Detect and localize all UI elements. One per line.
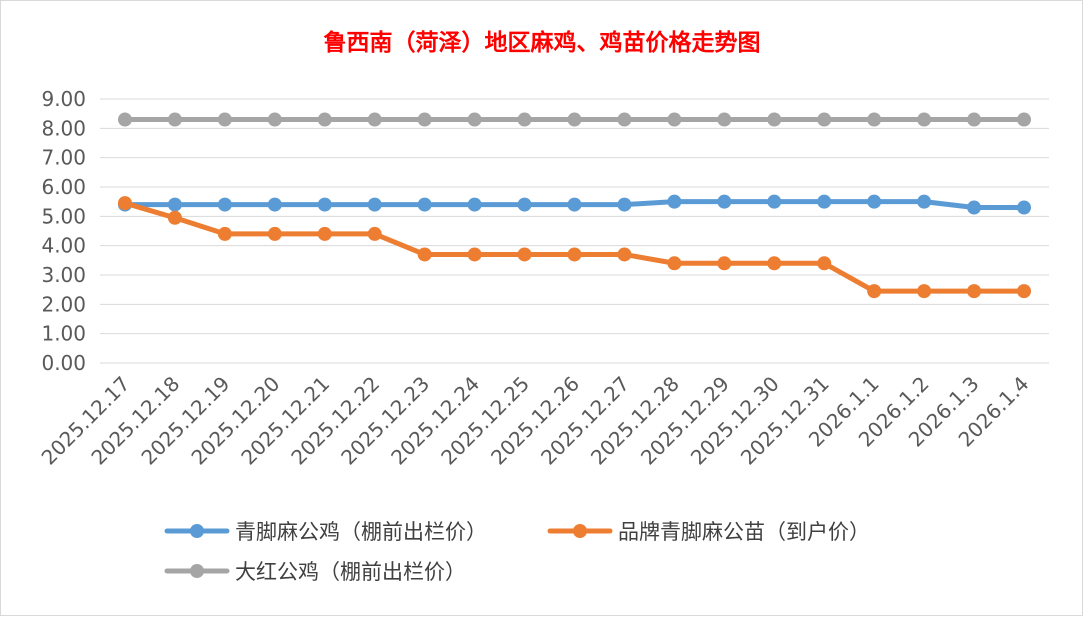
data-point xyxy=(317,197,332,212)
y-tick-label: 8.00 xyxy=(41,116,86,140)
data-point xyxy=(517,112,532,127)
data-point xyxy=(717,256,732,271)
data-point xyxy=(667,112,682,127)
data-point xyxy=(667,256,682,271)
chart-title: 鲁西南（菏泽）地区麻鸡、鸡苗价格走势图 xyxy=(323,29,761,56)
gridlines xyxy=(100,98,1049,364)
data-point xyxy=(867,112,882,127)
data-point xyxy=(467,112,482,127)
y-tick-label: 5.00 xyxy=(41,204,86,228)
x-axis-ticks: 2025.12.172025.12.182025.12.192025.12.20… xyxy=(37,372,1034,470)
data-point xyxy=(967,284,982,299)
data-point xyxy=(117,112,132,127)
data-point xyxy=(517,197,532,212)
data-point xyxy=(517,247,532,262)
data-point xyxy=(367,112,382,127)
data-point xyxy=(767,194,782,209)
legend-swatch-marker xyxy=(573,524,587,538)
data-point xyxy=(217,112,232,127)
data-point xyxy=(767,112,782,127)
legend-item: 品牌青脚麻公苗（到户价） xyxy=(547,520,870,544)
data-point xyxy=(417,112,432,127)
legend-label: 品牌青脚麻公苗（到户价） xyxy=(618,520,870,544)
data-point xyxy=(167,210,182,225)
data-point xyxy=(117,196,132,211)
data-point xyxy=(967,112,982,127)
data-point xyxy=(167,112,182,127)
data-point xyxy=(617,197,632,212)
data-point xyxy=(867,194,882,209)
y-tick-label: 9.00 xyxy=(41,87,86,111)
data-point xyxy=(567,112,582,127)
data-point xyxy=(267,226,282,241)
data-point xyxy=(617,247,632,262)
series-1 xyxy=(117,196,1032,299)
data-point xyxy=(217,226,232,241)
data-point xyxy=(1017,200,1032,215)
y-tick-label: 1.00 xyxy=(41,322,86,346)
legend-label: 大红公鸡（棚前出栏价） xyxy=(235,560,466,584)
legend: 青脚麻公鸡（棚前出栏价） 品牌青脚麻公苗（到户价） 大红公鸡（棚前出栏价） xyxy=(164,520,870,584)
data-point xyxy=(667,194,682,209)
legend-item: 青脚麻公鸡（棚前出栏价） xyxy=(164,520,487,544)
data-point xyxy=(1017,112,1032,127)
y-tick-label: 0.00 xyxy=(41,351,86,375)
data-point xyxy=(717,112,732,127)
data-point xyxy=(917,112,932,127)
data-point xyxy=(367,226,382,241)
series-0 xyxy=(117,194,1032,215)
legend-swatch-marker xyxy=(190,524,204,538)
data-point xyxy=(717,194,732,209)
y-tick-label: 6.00 xyxy=(41,175,86,199)
data-point xyxy=(267,197,282,212)
data-point xyxy=(917,284,932,299)
legend-swatch-marker xyxy=(190,564,204,578)
data-point xyxy=(867,284,882,299)
data-point xyxy=(467,247,482,262)
data-point xyxy=(217,197,232,212)
data-point xyxy=(567,247,582,262)
data-point xyxy=(967,200,982,215)
y-tick-label: 2.00 xyxy=(41,292,86,316)
data-point xyxy=(417,197,432,212)
legend-item: 大红公鸡（棚前出栏价） xyxy=(164,560,466,584)
data-point xyxy=(817,256,832,271)
legend-label: 青脚麻公鸡（棚前出栏价） xyxy=(235,520,487,544)
data-point xyxy=(1017,284,1032,299)
data-point xyxy=(417,247,432,262)
data-point xyxy=(617,112,632,127)
y-tick-label: 3.00 xyxy=(41,263,86,287)
data-point xyxy=(367,197,382,212)
data-point xyxy=(817,112,832,127)
y-axis-ticks: 0.00 1.00 2.00 3.00 4.00 5.00 6.00 7.00 8.00 9.00 xyxy=(41,87,86,375)
data-point xyxy=(267,112,282,127)
y-tick-label: 4.00 xyxy=(41,234,86,258)
data-point xyxy=(767,256,782,271)
series-2 xyxy=(117,112,1032,127)
data-point xyxy=(317,226,332,241)
series-lines xyxy=(117,112,1032,299)
data-point xyxy=(167,197,182,212)
data-point xyxy=(317,112,332,127)
data-point xyxy=(567,197,582,212)
data-point xyxy=(467,197,482,212)
data-point xyxy=(917,194,932,209)
data-point xyxy=(817,194,832,209)
y-tick-label: 7.00 xyxy=(41,146,86,170)
